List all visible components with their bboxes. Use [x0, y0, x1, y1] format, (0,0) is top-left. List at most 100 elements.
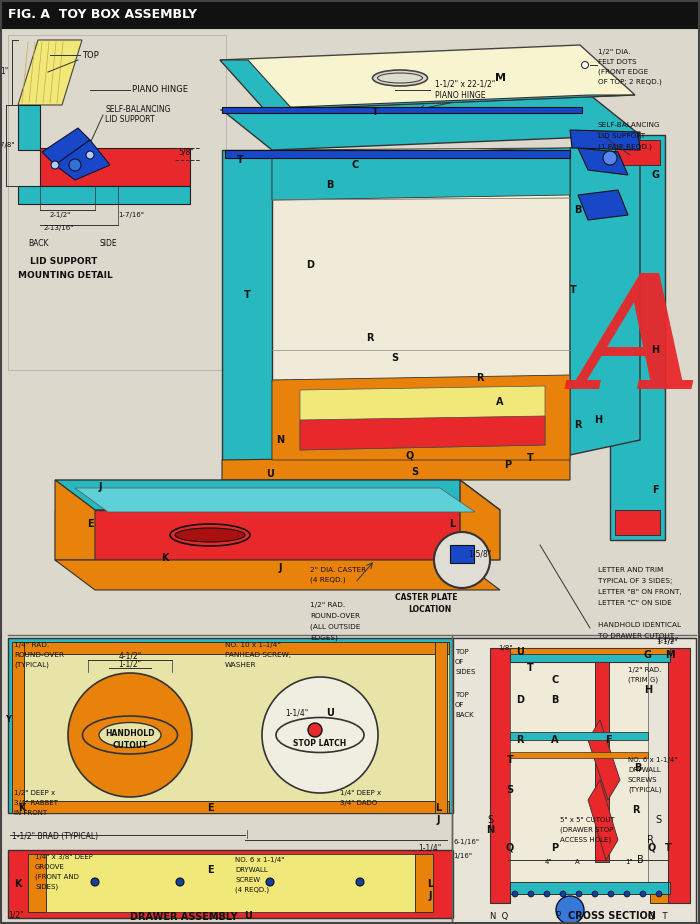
Text: T: T: [244, 290, 251, 300]
Text: LID SUPPORT: LID SUPPORT: [30, 258, 97, 266]
Text: J: J: [428, 891, 432, 901]
Text: 1-1/4": 1-1/4": [285, 709, 308, 718]
Text: LETTER "B" ON FRONT,: LETTER "B" ON FRONT,: [598, 589, 682, 595]
Bar: [668, 648, 690, 903]
Text: TOP: TOP: [455, 649, 469, 655]
Text: A: A: [552, 735, 559, 745]
Ellipse shape: [372, 70, 428, 86]
Text: 2-1/2": 2-1/2": [50, 212, 71, 218]
Ellipse shape: [276, 718, 364, 752]
Text: (DRAWER STOP: (DRAWER STOP: [560, 827, 613, 833]
Polygon shape: [222, 150, 272, 460]
Text: K: K: [161, 553, 169, 563]
Ellipse shape: [170, 524, 250, 546]
Polygon shape: [588, 720, 620, 800]
Text: D: D: [516, 695, 524, 705]
Text: HANDHOLD: HANDHOLD: [105, 728, 155, 737]
Text: IN FRONT: IN FRONT: [14, 810, 47, 816]
Bar: [8, 638, 453, 813]
Text: WASHER: WASHER: [225, 662, 256, 668]
Polygon shape: [588, 780, 618, 860]
Polygon shape: [272, 148, 570, 460]
Bar: [8, 850, 453, 918]
Text: L: L: [435, 803, 441, 813]
Text: P: P: [552, 843, 559, 853]
Circle shape: [512, 891, 518, 897]
Text: 1/4" RAD.: 1/4" RAD.: [14, 642, 49, 648]
Text: DRYWALL: DRYWALL: [235, 867, 267, 873]
Text: SELF-BALANCING: SELF-BALANCING: [598, 122, 661, 128]
Text: 1/2" RAD.: 1/2" RAD.: [310, 602, 345, 608]
Text: 1-1/2" BRAD (TYPICAL): 1-1/2" BRAD (TYPICAL): [12, 833, 98, 842]
Bar: [435, 642, 447, 813]
Text: 3/4" DADO: 3/4" DADO: [340, 800, 377, 806]
Text: ACCESS HOLE): ACCESS HOLE): [560, 837, 611, 844]
Bar: [18, 105, 40, 150]
Text: (TYPICAL): (TYPICAL): [14, 662, 49, 668]
Text: SIDE: SIDE: [100, 239, 118, 249]
Text: (ALL OUTSIDE: (ALL OUTSIDE: [310, 624, 360, 630]
Ellipse shape: [377, 73, 423, 83]
Text: 6-1/16": 6-1/16": [453, 839, 479, 845]
Text: Q   T: Q T: [648, 911, 668, 920]
Text: 5/8": 5/8": [178, 148, 194, 156]
Text: M: M: [665, 650, 675, 660]
Text: E: E: [87, 519, 93, 529]
Text: T: T: [526, 663, 533, 673]
Polygon shape: [18, 40, 82, 105]
Text: LID SUPPORT: LID SUPPORT: [598, 133, 645, 139]
Circle shape: [556, 896, 584, 924]
Text: SELF-BALANCING: SELF-BALANCING: [105, 105, 171, 115]
Text: NO. 10 x 1-1/4": NO. 10 x 1-1/4": [225, 642, 281, 648]
Text: J: J: [436, 815, 440, 825]
Text: R: R: [647, 835, 653, 845]
Bar: [415, 854, 433, 912]
Text: S: S: [506, 785, 514, 795]
Circle shape: [356, 878, 364, 886]
Text: (FRONT EDGE: (FRONT EDGE: [598, 68, 648, 75]
Text: S: S: [487, 815, 493, 825]
Polygon shape: [222, 455, 570, 480]
Text: 2-13/16": 2-13/16": [44, 225, 74, 231]
Text: (TRIM G): (TRIM G): [628, 676, 658, 683]
Bar: [650, 890, 668, 903]
Polygon shape: [75, 488, 475, 512]
Polygon shape: [570, 132, 640, 455]
Text: E: E: [206, 865, 214, 875]
Polygon shape: [570, 130, 640, 150]
Text: D: D: [306, 260, 314, 270]
Text: TYPICAL OF 3 SIDES;: TYPICAL OF 3 SIDES;: [598, 578, 673, 584]
Text: DRAWER ASSEMBLY: DRAWER ASSEMBLY: [130, 912, 237, 922]
Circle shape: [640, 891, 646, 897]
Text: B: B: [552, 695, 559, 705]
Text: T: T: [570, 285, 576, 295]
Text: N  Q: N Q: [490, 911, 508, 920]
Circle shape: [262, 677, 378, 793]
Polygon shape: [460, 480, 500, 560]
Circle shape: [86, 151, 94, 159]
Text: U: U: [326, 708, 334, 718]
Bar: [510, 648, 670, 654]
Bar: [18, 186, 190, 204]
Text: 1/2": 1/2": [8, 910, 24, 919]
Polygon shape: [615, 140, 660, 165]
Text: LOCATION: LOCATION: [408, 605, 452, 614]
Polygon shape: [300, 386, 545, 450]
Text: Q: Q: [506, 843, 514, 853]
Text: 1/2" DIA.: 1/2" DIA.: [598, 49, 631, 55]
Text: R: R: [632, 805, 640, 815]
Text: FIG. A  TOY BOX ASSEMBLY: FIG. A TOY BOX ASSEMBLY: [8, 7, 197, 20]
Text: K: K: [14, 879, 22, 889]
Text: OF TOP; 2 REQD.): OF TOP; 2 REQD.): [598, 79, 661, 85]
Text: R: R: [476, 373, 484, 383]
Text: PIANO HINGE: PIANO HINGE: [132, 86, 188, 94]
Circle shape: [582, 62, 589, 68]
Polygon shape: [272, 375, 570, 460]
Polygon shape: [55, 480, 500, 510]
Text: CROSS SECTION: CROSS SECTION: [568, 911, 656, 921]
Bar: [12, 642, 449, 654]
Text: GROOVE: GROOVE: [35, 864, 65, 870]
Text: 1/2" RAD.: 1/2" RAD.: [628, 667, 661, 673]
Bar: [650, 648, 668, 660]
Polygon shape: [272, 198, 570, 380]
